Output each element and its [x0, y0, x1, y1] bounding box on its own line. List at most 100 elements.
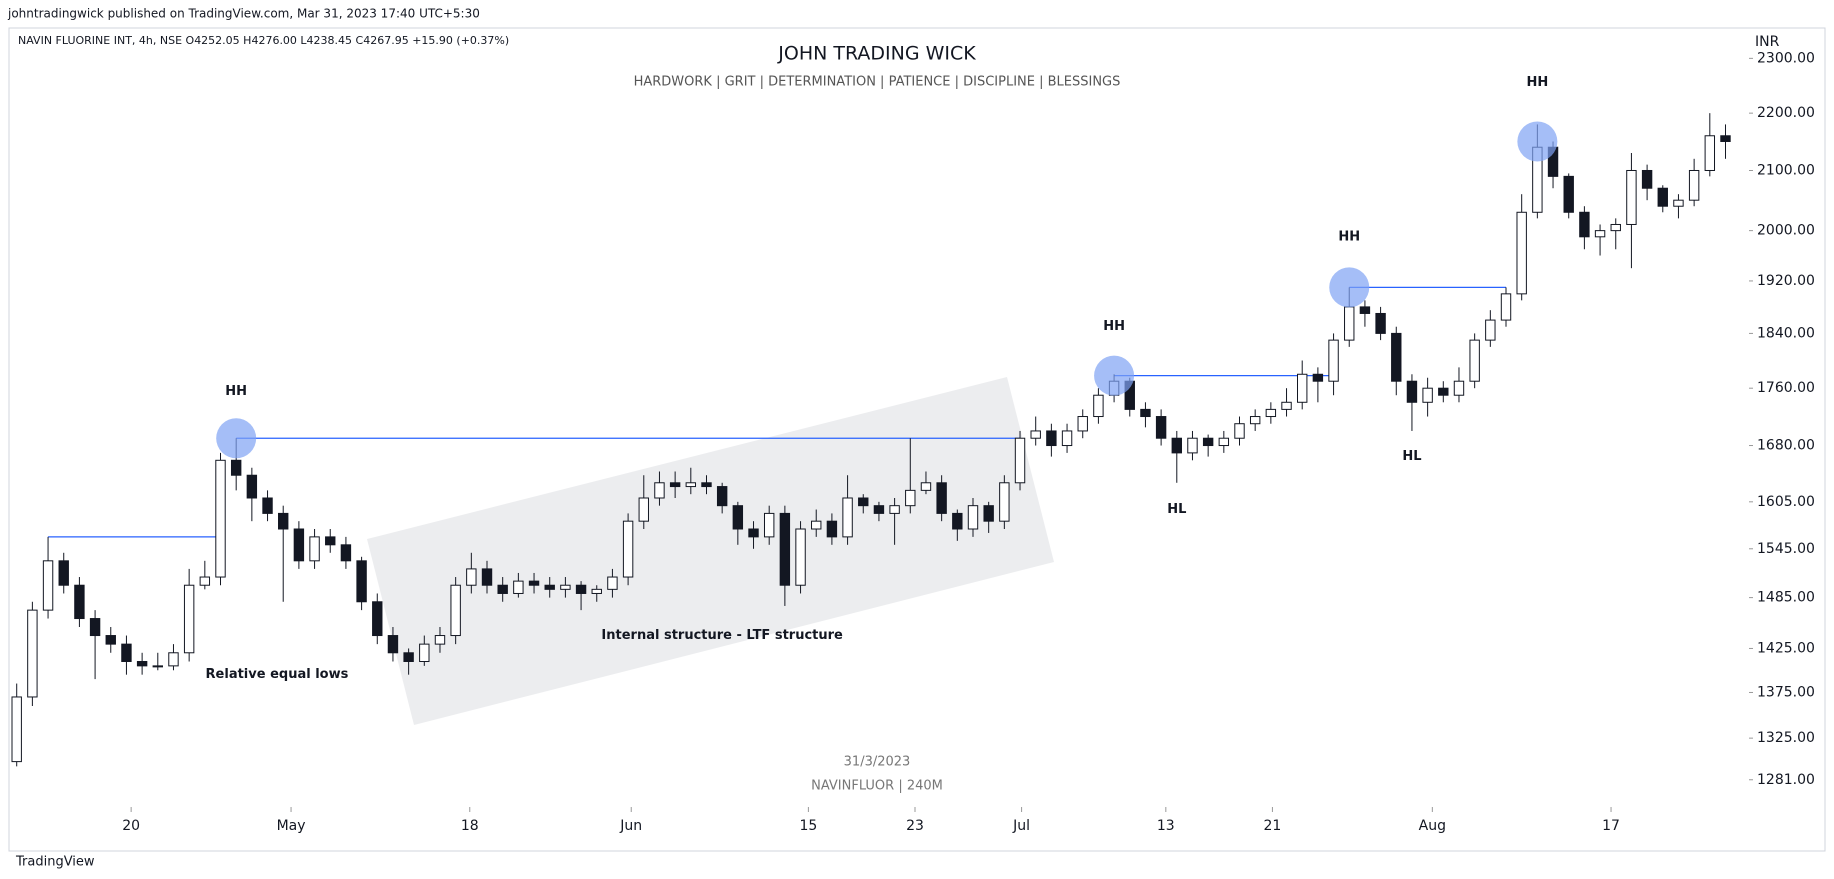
- y-tick-label: 1425.00: [1757, 640, 1815, 656]
- candle-body: [1391, 332, 1402, 382]
- candle-body: [513, 580, 524, 594]
- candle-body: [858, 497, 869, 507]
- candle-body: [528, 580, 540, 586]
- swing-highlight: [1094, 355, 1135, 396]
- candle-body: [74, 584, 85, 620]
- x-tick-label: 13: [1157, 818, 1175, 834]
- candle-body: [1265, 408, 1277, 418]
- candle-body: [168, 652, 179, 667]
- candle-body: [89, 618, 101, 637]
- y-tick-label: 1840.00: [1757, 325, 1815, 341]
- candle-body: [481, 568, 493, 586]
- watermark-date: 31/3/2023: [844, 755, 911, 770]
- candle-body: [654, 482, 665, 499]
- x-tick-label: 15: [799, 818, 817, 834]
- symbol-info: NAVIN FLUORINE INT, 4h, NSE O4252.05 H42…: [18, 34, 509, 47]
- x-tick-label: 21: [1264, 818, 1282, 834]
- candle-body: [1093, 394, 1104, 418]
- candle-body: [1422, 387, 1433, 403]
- candle-body: [763, 512, 775, 538]
- candle-body: [1579, 211, 1590, 238]
- candle-body: [1030, 430, 1041, 439]
- candle-body: [544, 584, 555, 590]
- y-tick-label: 2000.00: [1757, 223, 1815, 239]
- candle-body: [999, 482, 1010, 522]
- candle-body: [1657, 187, 1668, 207]
- candle-body: [121, 643, 132, 662]
- y-tick-label: 2200.00: [1757, 105, 1815, 121]
- candle-body: [262, 497, 273, 514]
- publisher: johntradingwick published on TradingView…: [7, 7, 480, 21]
- candle-body: [356, 560, 367, 603]
- chart-frame: [8, 27, 1826, 852]
- candle-body: [1704, 135, 1716, 171]
- y-tick-label: 1325.00: [1757, 730, 1815, 746]
- candle-body: [1375, 312, 1386, 334]
- swing-highlight: [1517, 121, 1558, 162]
- x-tick-label: 20: [122, 818, 140, 834]
- candle-body: [1500, 293, 1512, 321]
- chart-title: JOHN TRADING WICK: [777, 43, 976, 65]
- candle-body: [842, 497, 853, 538]
- candle-body: [1077, 416, 1088, 432]
- candle-body: [795, 528, 806, 586]
- candle-body: [1140, 408, 1151, 418]
- y-tick-label: 2100.00: [1757, 162, 1815, 178]
- annotation: Internal structure - LTF structure: [601, 628, 843, 643]
- candle-body: [575, 584, 587, 594]
- y-tick-label: 1281.00: [1757, 772, 1815, 788]
- candle-body: [1453, 380, 1465, 396]
- candle-body: [278, 512, 289, 530]
- candle-body: [1014, 437, 1026, 484]
- candle-body: [716, 486, 728, 507]
- candle-body: [591, 588, 602, 594]
- footer-brand: TradingView: [15, 855, 95, 870]
- candle-body: [450, 584, 461, 637]
- candle-body: [685, 482, 697, 488]
- y-tick-label: 1375.00: [1757, 684, 1815, 700]
- candle-body: [105, 635, 116, 645]
- candle-body: [1641, 169, 1653, 189]
- candle-body: [58, 560, 69, 586]
- candle-body: [889, 505, 900, 514]
- candle-body: [638, 497, 649, 522]
- swing-highlight: [1329, 267, 1370, 308]
- candle-body: [152, 665, 163, 668]
- candle-body: [387, 635, 399, 654]
- candle-body: [1626, 169, 1637, 225]
- candle-body: [1328, 339, 1339, 382]
- candle-body: [1155, 416, 1167, 439]
- candle-body: [293, 528, 305, 562]
- annotation: HH: [1103, 319, 1125, 334]
- candle-body: [1688, 169, 1700, 201]
- x-tick-label: Jun: [619, 818, 642, 834]
- candle-body: [748, 528, 759, 538]
- candle-body: [1359, 306, 1371, 314]
- candle-body: [403, 652, 414, 662]
- candle-body: [952, 512, 963, 530]
- y-tick-label: 2300.00: [1757, 50, 1815, 66]
- candle-body: [779, 512, 791, 586]
- x-tick-label: May: [277, 818, 306, 834]
- annotation: HH: [225, 384, 247, 399]
- annotation: HL: [1167, 502, 1186, 517]
- candle-body: [497, 584, 508, 594]
- candle-body: [1297, 373, 1308, 403]
- x-tick-label: 23: [906, 818, 924, 834]
- swing-highlight: [216, 418, 257, 459]
- y-tick-label: 1485.00: [1757, 590, 1815, 606]
- candle-body: [340, 544, 352, 562]
- x-tick-label: Aug: [1419, 818, 1446, 834]
- x-tick-label: 18: [461, 818, 479, 834]
- candle-body: [1187, 437, 1198, 454]
- candle-body: [701, 482, 712, 488]
- candle-body: [1171, 437, 1182, 454]
- candle-body: [1485, 319, 1496, 341]
- annotation: HL: [1402, 449, 1421, 464]
- candle-body: [1046, 430, 1057, 447]
- candle-body: [199, 576, 211, 586]
- chart-subtitle: HARDWORK | GRIT | DETERMINATION | PATIEN…: [634, 75, 1121, 90]
- candle-body: [826, 520, 838, 538]
